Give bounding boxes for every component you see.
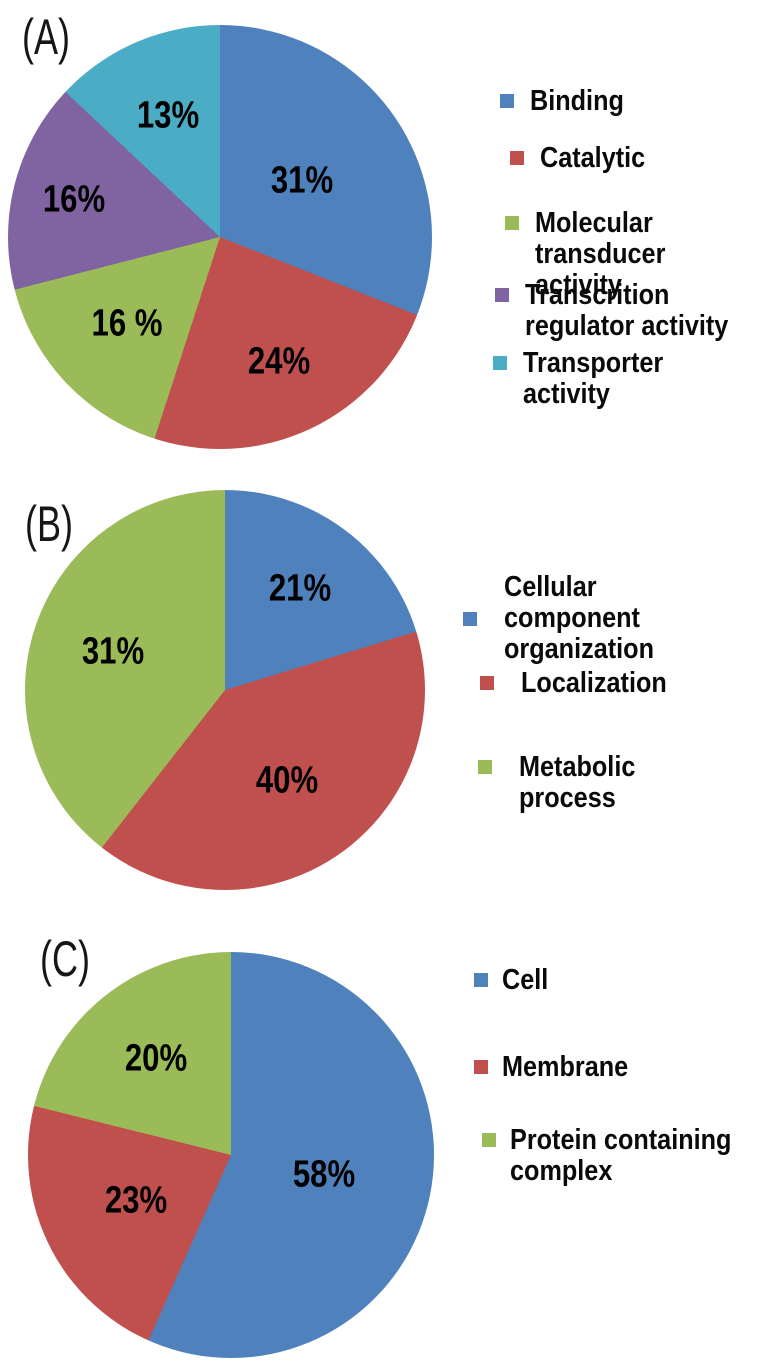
legend-item-label: Binding — [530, 85, 624, 117]
pie-value-label: 40% — [256, 759, 319, 802]
legend-item-label: Cell — [502, 964, 549, 996]
pie-value-label: 13% — [136, 94, 199, 137]
legend-item: Localization — [480, 668, 689, 699]
legend-item-label: Catalytic — [540, 142, 646, 174]
legend-item: Molecular transducer activity — [505, 208, 769, 301]
legend-item-label: Metabolic process — [519, 751, 636, 814]
legend-color-swatch — [510, 151, 524, 165]
pie-value-label: 16% — [43, 178, 106, 221]
legend-color-swatch — [500, 94, 514, 108]
legend-color-swatch — [478, 760, 492, 774]
pie-chart-c — [28, 952, 434, 1358]
legend-color-swatch — [474, 1060, 488, 1074]
legend-item: Binding — [500, 86, 638, 117]
legend-item-label: Transcrition regulator activity — [525, 279, 729, 342]
legend-item: Cellular component organization — [463, 572, 769, 665]
legend-item: Membrane — [474, 1052, 647, 1083]
legend-item-label: Localization — [521, 667, 667, 699]
pie-value-label: 16 % — [91, 302, 163, 345]
legend-item: Catalytic — [510, 143, 661, 174]
legend-item-label: Cellular component organization — [504, 571, 654, 665]
pie-value-label: 20% — [124, 1037, 188, 1080]
pie-value-label: 21% — [268, 567, 332, 610]
legend-item: Metabolic process — [478, 752, 769, 814]
legend-item-label: Protein containing complex — [510, 1124, 732, 1187]
legend-color-swatch — [480, 676, 494, 690]
legend-color-swatch — [482, 1133, 496, 1147]
pie-value-label: 31% — [82, 630, 145, 673]
legend-color-swatch — [495, 288, 509, 302]
pie-chart-a — [8, 25, 432, 449]
pie-value-label: 24% — [247, 340, 310, 383]
legend-color-swatch — [474, 973, 488, 987]
pie-value-label: 31% — [271, 159, 334, 202]
pie-value-label: 58% — [293, 1153, 356, 1196]
legend-item-label: Transporter activity — [523, 347, 664, 410]
panel-label-c: (C) — [40, 931, 90, 987]
pie-value-label: 23% — [104, 1179, 168, 1222]
legend-item: Cell — [474, 965, 555, 996]
legend-item-label: Membrane — [502, 1051, 629, 1083]
panel-label-a: (A) — [22, 9, 70, 65]
legend-item: Protein containing complex — [482, 1125, 765, 1187]
pie-chart-b — [25, 490, 425, 890]
legend-color-swatch — [493, 356, 507, 370]
legend-item-label: Molecular transducer activity — [535, 207, 666, 301]
legend-item: Transporter activity — [493, 348, 769, 410]
legend-color-swatch — [505, 216, 519, 230]
legend-item: Transcrition regulator activity — [495, 280, 759, 342]
legend-color-swatch — [463, 611, 477, 626]
panel-label-b: (B) — [25, 496, 73, 552]
